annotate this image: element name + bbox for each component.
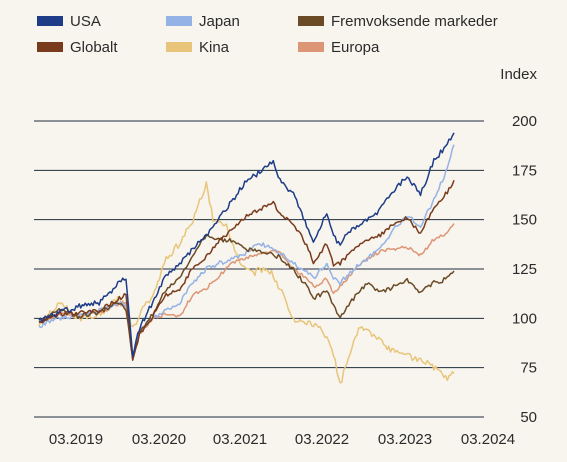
legend-label: Japan <box>199 13 240 30</box>
legend: USA Globalt Kina Japan Fremvoksende markeder… <box>37 13 498 56</box>
y-tick-label: 150 <box>512 212 537 229</box>
legend-swatch <box>166 42 192 52</box>
y-tick-label: 125 <box>512 261 537 278</box>
y-axis-ticks: 200 175 150 125 100 75 50 <box>512 113 537 426</box>
series-line-globalt <box>38 179 455 361</box>
x-tick-label: 03.2021 <box>213 431 267 448</box>
series-line-fremvoksende-markeder <box>38 234 455 359</box>
x-tick-label: 03.2019 <box>49 431 103 448</box>
y-tick-label: 75 <box>520 360 537 377</box>
legend-label: Fremvoksende markeder <box>331 13 498 30</box>
legend-swatch <box>298 16 324 26</box>
legend-label: USA <box>70 13 101 30</box>
series-line-europa <box>38 223 455 358</box>
y-tick-label: 50 <box>520 409 537 426</box>
y-tick-label: 100 <box>512 310 537 327</box>
legend-swatch <box>37 42 63 52</box>
x-tick-label: 03.2023 <box>378 431 432 448</box>
legend-label: Europa <box>331 39 380 56</box>
series-line-kina <box>38 181 455 384</box>
legend-label: Kina <box>199 39 230 56</box>
y-tick-label: 200 <box>512 113 537 130</box>
legend-swatch <box>166 16 192 26</box>
legend-swatch <box>298 42 324 52</box>
x-tick-label: 03.2024 <box>461 431 515 448</box>
legend-label: Globalt <box>70 39 118 56</box>
series-line-usa <box>38 132 455 358</box>
y-axis-label: Index <box>500 66 537 83</box>
x-tick-label: 03.2022 <box>295 431 349 448</box>
y-tick-label: 175 <box>512 162 537 179</box>
gridlines <box>34 120 484 418</box>
x-axis-ticks: 03.2019 03.2020 03.2021 03.2022 03.2023 03.20… <box>49 431 515 448</box>
series-line-japan <box>38 144 455 359</box>
series-lines <box>38 132 455 384</box>
x-tick-label: 03.2020 <box>132 431 186 448</box>
legend-swatch <box>37 16 63 26</box>
